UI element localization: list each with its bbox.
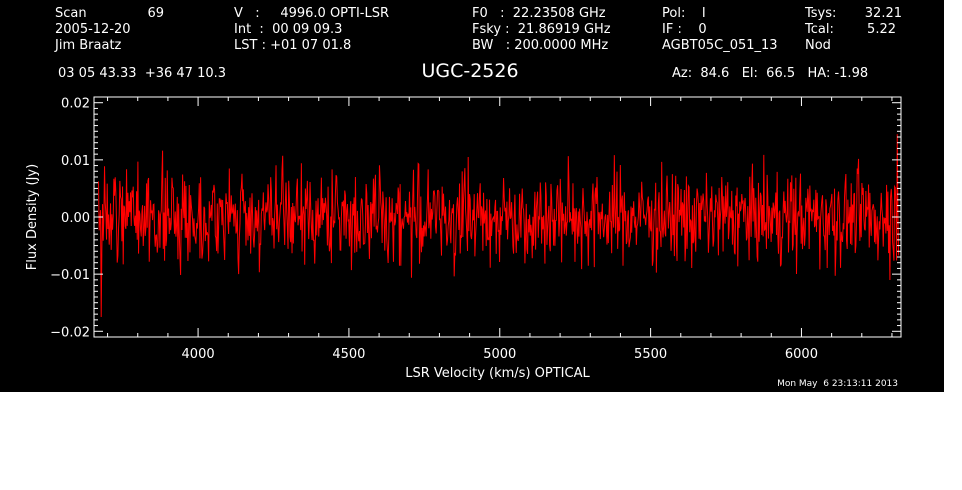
scan-label: Scan: [55, 6, 87, 21]
x-tick-label: 4000: [182, 347, 215, 362]
fsky-line: Fsky : 21.86919 GHz: [472, 22, 611, 37]
project-id: AGBT05C_051_13: [662, 38, 778, 53]
date: 2005-12-20: [55, 22, 131, 37]
x-tick-label: 5000: [483, 347, 516, 362]
y-tick-label: 0.00: [61, 211, 90, 226]
lst-line: LST : +01 07 01.8: [234, 38, 352, 53]
y-tick-label: 0.01: [61, 154, 90, 169]
integration-line: Int : 00 09 09.3: [234, 22, 343, 37]
tsys-value: 32.21: [864, 6, 902, 21]
chart-title: UGC-2526: [421, 60, 519, 82]
x-tick-label: 5500: [634, 347, 667, 362]
plot-panel: [0, 0, 944, 392]
if-line: IF : 0: [662, 22, 707, 37]
scan-number: 69: [147, 6, 164, 21]
y-tick-label: 0.02: [61, 97, 90, 112]
x-axis-label: LSR Velocity (km/s) OPTICAL: [405, 366, 590, 381]
y-tick-label: −0.02: [50, 325, 90, 340]
polarization-line: Pol: I: [662, 6, 706, 21]
az-el-ha: Az: 84.6 El: 66.5 HA: -1.98: [672, 66, 869, 81]
velocity-line: V : 4996.0 OPTI-LSR: [234, 6, 390, 21]
source-coordinates: 03 05 43.33 +36 47 10.3: [58, 66, 227, 81]
spectrum-trace-layer: [98, 134, 900, 318]
f0-line: F0 : 22.23508 GHz: [472, 6, 606, 21]
tsys-label: Tsys:: [805, 6, 837, 21]
tcal-value: 5.22: [867, 22, 896, 37]
spectrum-series-line: [98, 134, 900, 318]
observer: Jim Braatz: [55, 38, 122, 53]
procedure: Nod: [805, 38, 831, 53]
y-axis-label: Flux Density (Jy): [25, 164, 40, 270]
bandwidth-line: BW : 200.0000 MHz: [472, 38, 609, 53]
x-tick-label: 4500: [332, 347, 365, 362]
y-tick-label: −0.01: [50, 268, 90, 283]
tcal-label: Tcal:: [805, 22, 834, 37]
axis-layer: 4000 4500 5000 5500 6000 −0.02 −0.01 0.00 0.01 0.…: [50, 96, 901, 362]
timestamp: Mon May 6 23:13:11 2013: [777, 379, 898, 389]
x-tick-label: 6000: [785, 347, 818, 362]
